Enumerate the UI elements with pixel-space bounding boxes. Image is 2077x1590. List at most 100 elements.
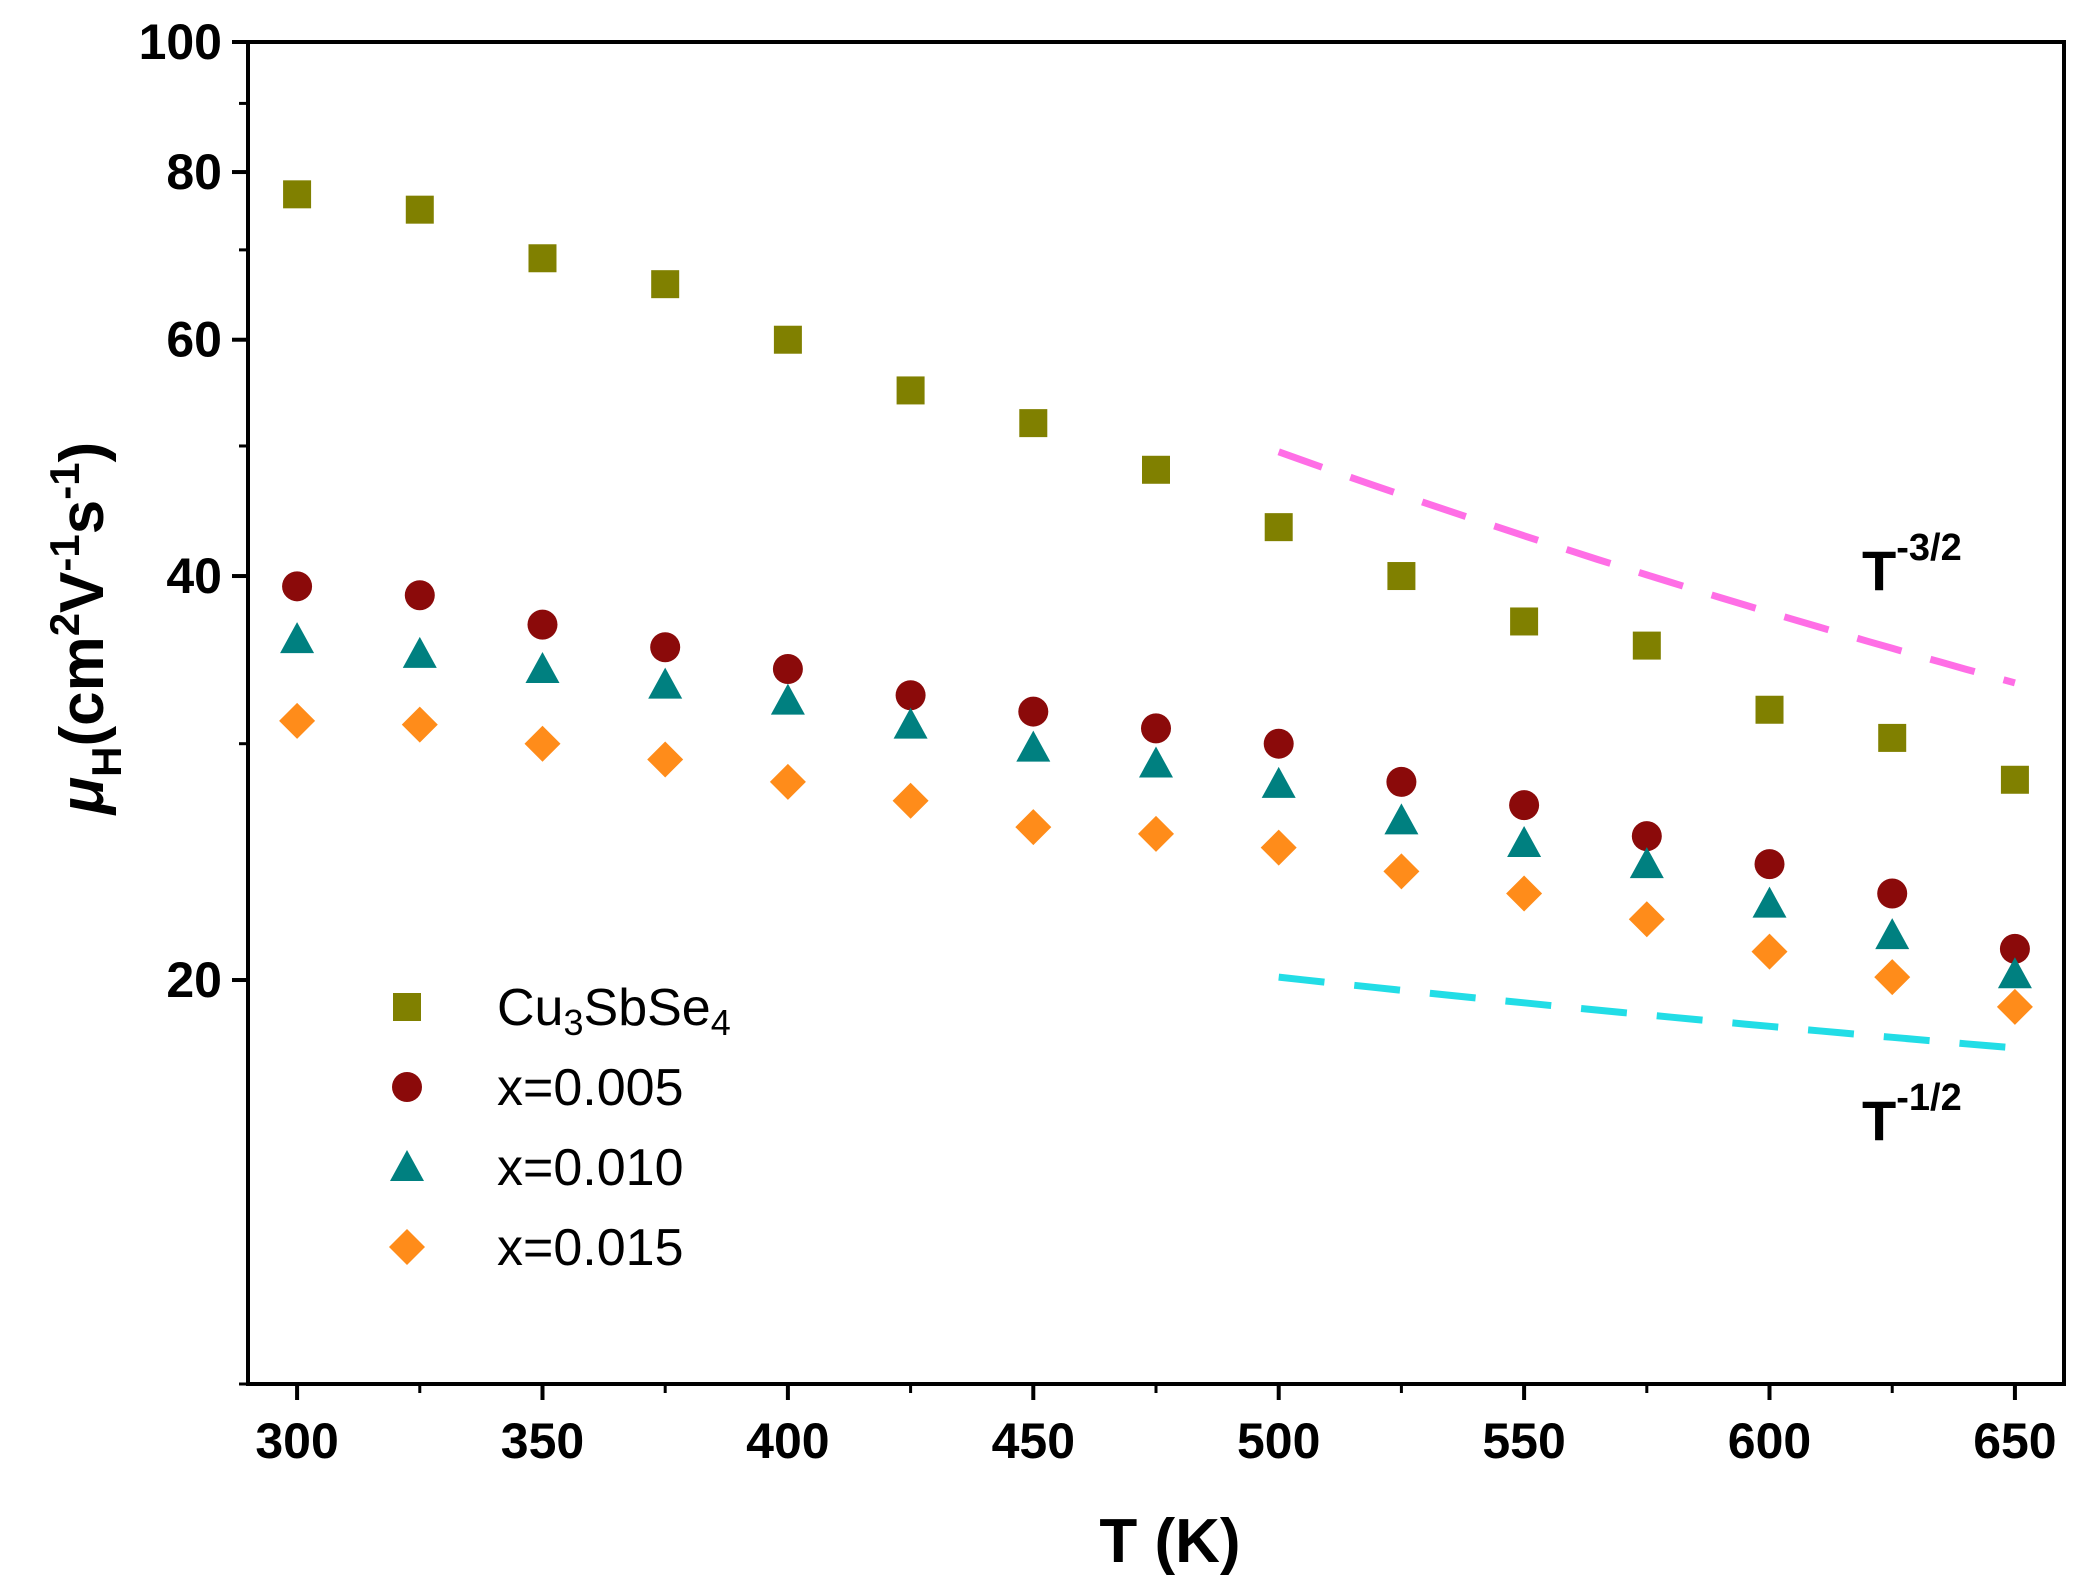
data-point (773, 325, 802, 354)
data-point (769, 763, 806, 800)
reference-lines (1277, 448, 2016, 1052)
data-point (280, 622, 315, 654)
data-point (1019, 409, 1048, 438)
data-point (1263, 728, 1294, 759)
reference-line-T-3-2 (1277, 448, 2016, 687)
legend-label: x=0.015 (497, 1219, 684, 1277)
data-point (651, 270, 680, 299)
svg-text:μH(cm2V-1s-1): μH(cm2V-1s-1) (41, 442, 130, 817)
data-point (893, 707, 928, 739)
x-tick-label: 450 (992, 1413, 1075, 1469)
data-point (770, 683, 805, 715)
data-point (1874, 959, 1911, 996)
data-point (1387, 562, 1416, 591)
data-point (1507, 826, 1542, 858)
data-point (647, 741, 684, 778)
data-point (1142, 455, 1170, 484)
y-axis-title-unit-close: ) (48, 442, 117, 463)
y-tick-label: 80 (166, 144, 222, 200)
data-point (895, 680, 926, 711)
y-tick-label: 60 (166, 312, 222, 368)
legend-item: x=0.005 (392, 1059, 684, 1117)
y-tick-label: 100 (139, 14, 222, 70)
legend-marker-triangle (390, 1150, 424, 1181)
series-x=0.015 (279, 702, 2033, 1025)
data-point (279, 702, 316, 739)
y-axis-title-sup-1: 2 (41, 613, 88, 636)
y-axis-title-symbol: μ (48, 777, 117, 816)
data-point (1878, 723, 1907, 752)
data-point (1751, 933, 1788, 970)
x-tick-label: 550 (1482, 1413, 1565, 1469)
data-point (1260, 829, 1297, 866)
data-point (1752, 886, 1787, 918)
data-point (1996, 988, 2033, 1025)
legend-label: x=0.010 (497, 1139, 684, 1197)
data-point (892, 782, 929, 819)
series-x=0.005 (282, 571, 2030, 964)
legend-item: x=0.010 (390, 1139, 684, 1197)
data-point (1510, 607, 1539, 636)
x-tick-label: 600 (1728, 1413, 1811, 1469)
annotations: T-3/2 T-1/2 (1862, 527, 1962, 1152)
data-point (648, 667, 683, 699)
data-points (279, 180, 2033, 1025)
data-point (402, 636, 437, 668)
y-tick-label: 20 (166, 952, 222, 1008)
annotation-label: T-1/2 (1862, 1077, 1962, 1152)
y-axis-title-v: V (48, 572, 117, 613)
data-point (527, 609, 558, 640)
x-tick-label: 300 (255, 1413, 338, 1469)
data-point (1509, 790, 1540, 821)
reference-line-T-1-2 (1278, 973, 2016, 1052)
legend-label: x=0.005 (497, 1059, 684, 1117)
series-Cu3SbSe4 (283, 180, 2029, 794)
data-point (1632, 631, 1661, 660)
legend-marker-square (393, 993, 421, 1021)
legend-item: Cu3SbSe4 (393, 979, 731, 1043)
data-point (528, 244, 557, 273)
data-point (283, 180, 312, 209)
x-axis-title: T (K) (1099, 1507, 1240, 1576)
data-point (896, 376, 925, 405)
legend-item: x=0.015 (389, 1219, 684, 1277)
data-point (1997, 957, 2032, 989)
data-point (282, 571, 313, 602)
data-point (1875, 918, 1910, 950)
annotation-label: T-3/2 (1862, 527, 1962, 602)
data-point (1141, 713, 1171, 744)
y-axis-title: μH(cm2V-1s-1) (41, 442, 130, 817)
y-axis-title-unit-open: (cm (48, 636, 117, 746)
data-point (1261, 766, 1296, 798)
data-point (1384, 803, 1419, 835)
x-tick-label: 400 (746, 1413, 829, 1469)
data-point (1383, 853, 1420, 890)
x-axis: 300 350 400 450 500 550 600 650 (255, 1384, 2057, 1469)
data-point (772, 654, 803, 685)
y-axis-title-sup-2: -1 (41, 534, 88, 571)
data-point (1754, 849, 1785, 880)
data-point (525, 652, 560, 684)
y-tick-label: 40 (166, 548, 222, 604)
data-point (1138, 815, 1174, 852)
series-x=0.010 (280, 622, 2032, 989)
data-point (405, 195, 434, 224)
data-point (1386, 766, 1417, 797)
data-point (1015, 809, 1052, 846)
data-point (404, 580, 435, 611)
legend-label: Cu3SbSe4 (497, 979, 731, 1043)
data-point (1018, 696, 1049, 727)
x-tick-label: 350 (501, 1413, 584, 1469)
x-tick-label: 500 (1237, 1413, 1320, 1469)
data-point (1016, 730, 1051, 762)
data-point (2000, 765, 2029, 794)
data-point (1755, 695, 1784, 724)
y-axis-title-sup-3: -1 (41, 462, 88, 499)
y-axis: 20 40 60 80 100 (139, 14, 248, 1386)
data-point (1506, 875, 1543, 912)
data-point (1999, 933, 2030, 964)
legend-marker-circle (392, 1072, 422, 1102)
data-point (1264, 513, 1293, 542)
y-axis-title-s: s (48, 500, 117, 534)
